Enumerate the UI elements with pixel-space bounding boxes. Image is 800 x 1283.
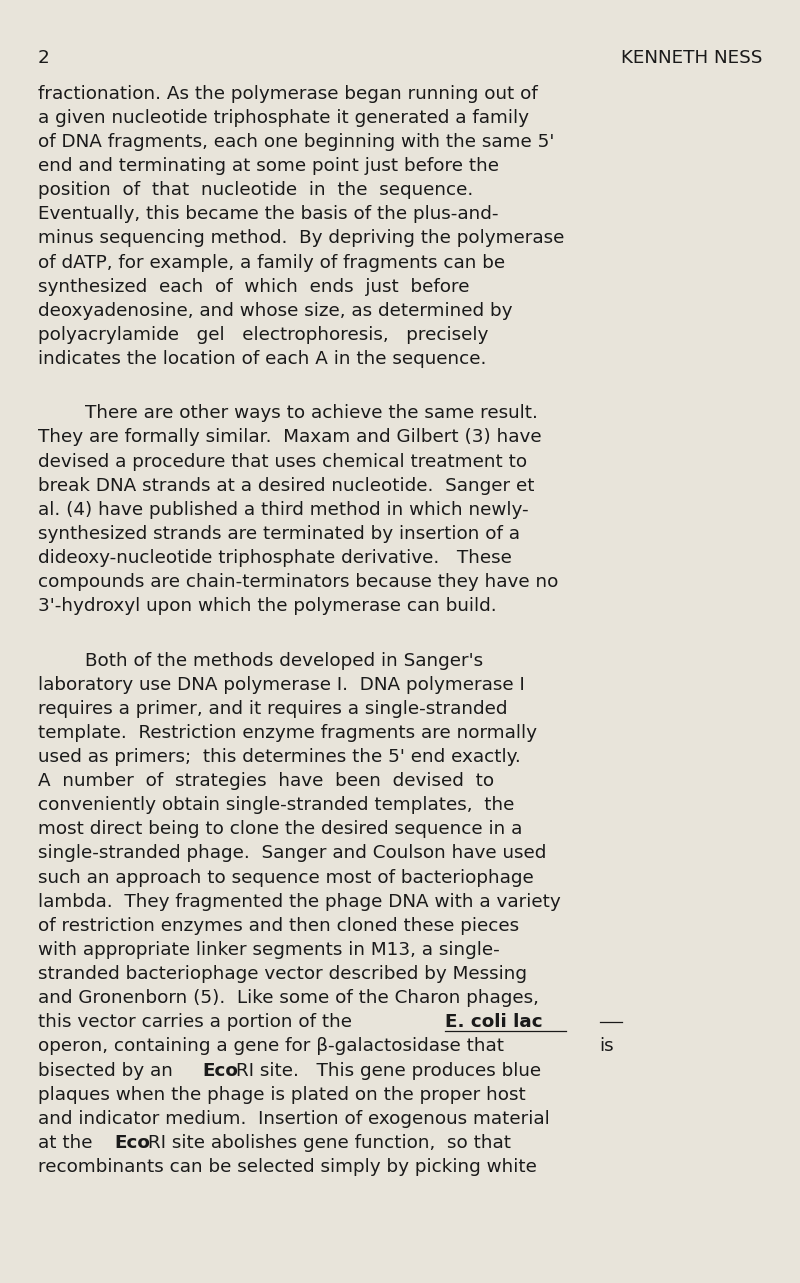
Text: at the: at the bbox=[38, 1134, 98, 1152]
Text: single-stranded phage.  Sanger and Coulson have used: single-stranded phage. Sanger and Coulso… bbox=[38, 844, 546, 862]
Text: template.  Restriction enzyme fragments are normally: template. Restriction enzyme fragments a… bbox=[38, 724, 537, 742]
Text: bisected by an: bisected by an bbox=[38, 1061, 178, 1079]
Text: polyacrylamide   gel   electrophoresis,   precisely: polyacrylamide gel electrophoresis, prec… bbox=[38, 326, 488, 344]
Text: compounds are chain-terminators because they have no: compounds are chain-terminators because … bbox=[38, 574, 558, 591]
Text: minus sequencing method.  By depriving the polymerase: minus sequencing method. By depriving th… bbox=[38, 230, 564, 248]
Text: indicates the location of each A in the sequence.: indicates the location of each A in the … bbox=[38, 350, 486, 368]
Text: Eco: Eco bbox=[114, 1134, 150, 1152]
Text: this vector carries a portion of the: this vector carries a portion of the bbox=[38, 1014, 358, 1032]
Text: of DNA fragments, each one beginning with the same 5': of DNA fragments, each one beginning wit… bbox=[38, 133, 554, 151]
Text: Eventually, this became the basis of the plus-and-: Eventually, this became the basis of the… bbox=[38, 205, 498, 223]
Text: 3'-hydroxyl upon which the polymerase can build.: 3'-hydroxyl upon which the polymerase ca… bbox=[38, 598, 496, 616]
Text: fractionation. As the polymerase began running out of: fractionation. As the polymerase began r… bbox=[38, 85, 538, 103]
Text: most direct being to clone the desired sequence in a: most direct being to clone the desired s… bbox=[38, 820, 522, 838]
Text: dideoxy-nucleotide triphosphate derivative.   These: dideoxy-nucleotide triphosphate derivati… bbox=[38, 549, 511, 567]
Text: Eco: Eco bbox=[203, 1061, 238, 1079]
Text: laboratory use DNA polymerase I.  DNA polymerase I: laboratory use DNA polymerase I. DNA pol… bbox=[38, 676, 524, 694]
Text: There are other ways to achieve the same result.: There are other ways to achieve the same… bbox=[38, 404, 538, 422]
Text: and indicator medium.  Insertion of exogenous material: and indicator medium. Insertion of exoge… bbox=[38, 1110, 550, 1128]
Text: recombinants can be selected simply by picking white: recombinants can be selected simply by p… bbox=[38, 1159, 537, 1177]
Text: of restriction enzymes and then cloned these pieces: of restriction enzymes and then cloned t… bbox=[38, 917, 518, 935]
Text: plaques when the phage is plated on the proper host: plaques when the phage is plated on the … bbox=[38, 1085, 526, 1103]
Text: stranded bacteriophage vector described by Messing: stranded bacteriophage vector described … bbox=[38, 965, 526, 983]
Text: devised a procedure that uses chemical treatment to: devised a procedure that uses chemical t… bbox=[38, 453, 526, 471]
Text: break DNA strands at a desired nucleotide.  Sanger et: break DNA strands at a desired nucleotid… bbox=[38, 477, 534, 495]
Text: al. (4) have published a third method in which newly-: al. (4) have published a third method in… bbox=[38, 500, 528, 518]
Text: operon, containing a gene for β-galactosidase that: operon, containing a gene for β-galactos… bbox=[38, 1038, 510, 1056]
Text: conveniently obtain single-stranded templates,  the: conveniently obtain single-stranded temp… bbox=[38, 797, 514, 815]
Text: and Gronenborn (5).  Like some of the Charon phages,: and Gronenborn (5). Like some of the Cha… bbox=[38, 989, 538, 1007]
Text: position  of  that  nucleotide  in  the  sequence.: position of that nucleotide in the seque… bbox=[38, 181, 473, 199]
Text: with appropriate linker segments in M13, a single-: with appropriate linker segments in M13,… bbox=[38, 940, 499, 958]
Text: RI site.   This gene produces blue: RI site. This gene produces blue bbox=[236, 1061, 541, 1079]
Text: a given nucleotide triphosphate it generated a family: a given nucleotide triphosphate it gener… bbox=[38, 109, 529, 127]
Text: Both of the methods developed in Sanger's: Both of the methods developed in Sanger'… bbox=[38, 652, 482, 670]
Text: KENNETH NESS: KENNETH NESS bbox=[621, 49, 762, 67]
Text: They are formally similar.  Maxam and Gilbert (3) have: They are formally similar. Maxam and Gil… bbox=[38, 429, 542, 446]
Text: is: is bbox=[599, 1038, 614, 1056]
Text: used as primers;  this determines the 5' end exactly.: used as primers; this determines the 5' … bbox=[38, 748, 520, 766]
Text: requires a primer, and it requires a single-stranded: requires a primer, and it requires a sin… bbox=[38, 699, 507, 717]
Text: such an approach to sequence most of bacteriophage: such an approach to sequence most of bac… bbox=[38, 869, 534, 887]
Text: synthesized strands are terminated by insertion of a: synthesized strands are terminated by in… bbox=[38, 525, 520, 543]
Text: E. coli lac: E. coli lac bbox=[446, 1014, 543, 1032]
Text: synthesized  each  of  which  ends  just  before: synthesized each of which ends just befo… bbox=[38, 277, 469, 295]
Text: A  number  of  strategies  have  been  devised  to: A number of strategies have been devised… bbox=[38, 772, 494, 790]
Text: end and terminating at some point just before the: end and terminating at some point just b… bbox=[38, 157, 498, 174]
Text: lambda.  They fragmented the phage DNA with a variety: lambda. They fragmented the phage DNA wi… bbox=[38, 893, 560, 911]
Text: deoxyadenosine, and whose size, as determined by: deoxyadenosine, and whose size, as deter… bbox=[38, 302, 512, 319]
Text: of dATP, for example, a family of fragments can be: of dATP, for example, a family of fragme… bbox=[38, 254, 505, 272]
Text: RI site abolishes gene function,  so that: RI site abolishes gene function, so that bbox=[148, 1134, 510, 1152]
Text: 2: 2 bbox=[38, 49, 50, 67]
